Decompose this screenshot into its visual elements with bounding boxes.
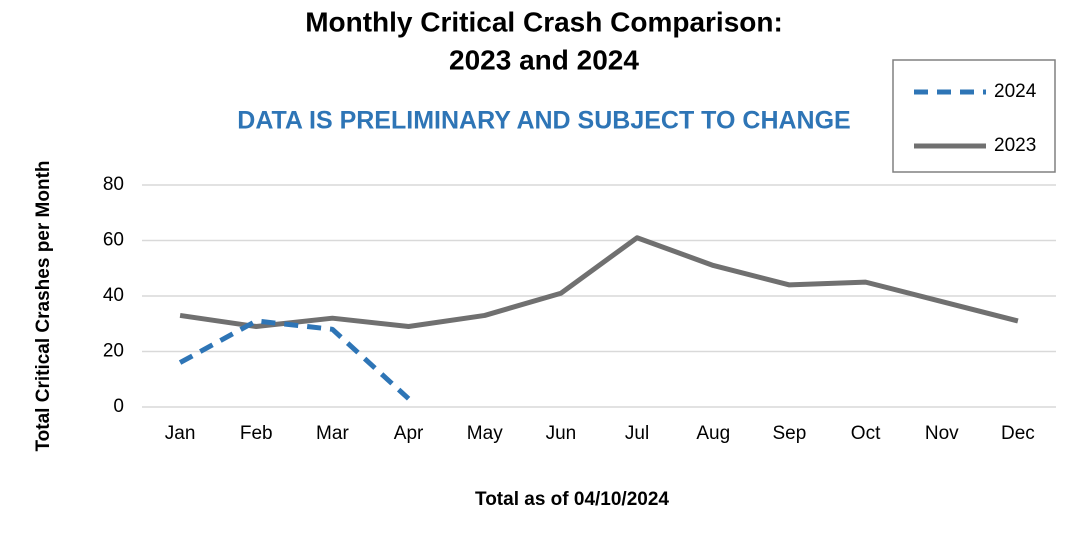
x-tick-label: Feb — [240, 423, 273, 444]
x-tick-label: Aug — [696, 423, 730, 444]
x-tick-label: Jan — [165, 423, 196, 444]
chart-title: Monthly Critical Crash Comparison: — [305, 6, 783, 37]
x-tick-label: Oct — [851, 423, 881, 444]
x-tick-label: Sep — [773, 423, 807, 444]
x-tick-label: Nov — [925, 423, 959, 444]
y-tick-label: 40 — [103, 285, 124, 306]
x-tick-label: Mar — [316, 423, 349, 444]
x-axis-label: Total as of 04/10/2024 — [475, 489, 669, 510]
y-tick-label: 80 — [103, 174, 124, 195]
y-tick-label: 60 — [103, 230, 124, 251]
chart-title: 2023 and 2024 — [449, 44, 639, 75]
y-axis-label: Total Critical Crashes per Month — [33, 160, 54, 451]
chart-subtitle: DATA IS PRELIMINARY AND SUBJECT TO CHANG… — [237, 107, 850, 135]
x-tick-label: Apr — [394, 423, 424, 444]
x-tick-label: Jul — [625, 423, 649, 444]
x-tick-label: Jun — [546, 423, 577, 444]
y-tick-label: 0 — [113, 396, 124, 417]
x-tick-label: May — [467, 423, 503, 444]
legend-label: 2023 — [994, 135, 1036, 156]
series-line — [179, 235, 1019, 330]
legend-box — [892, 59, 1056, 173]
series-line — [178, 318, 411, 401]
y-tick-label: 20 — [103, 341, 124, 362]
legend-label: 2024 — [994, 81, 1037, 102]
x-tick-label: Dec — [1001, 423, 1035, 444]
